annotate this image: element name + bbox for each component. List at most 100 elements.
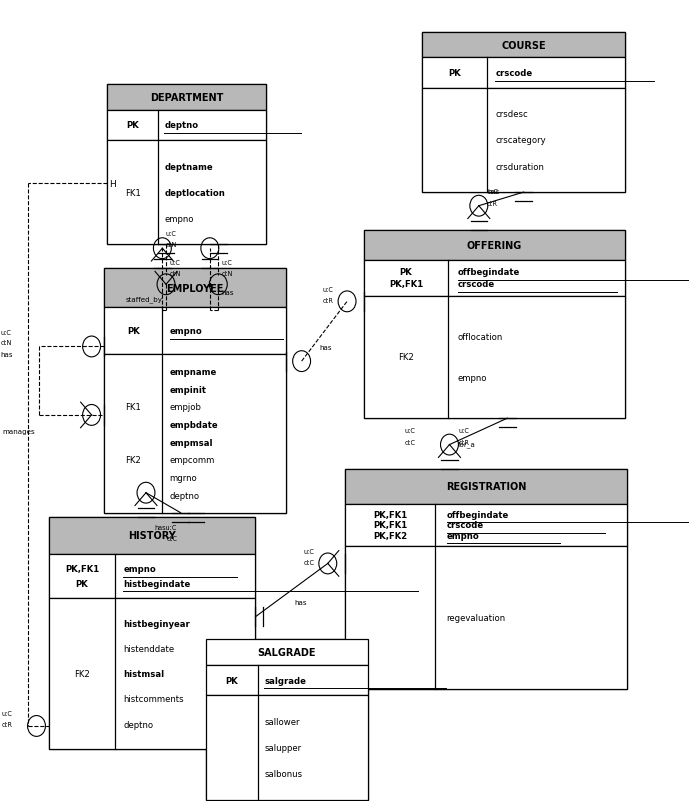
Bar — [206, 695, 368, 800]
Text: crscode: crscode — [458, 280, 495, 289]
Text: FK2: FK2 — [74, 670, 90, 678]
Text: u:C: u:C — [1, 330, 12, 335]
Text: staffed_by: staffed_by — [126, 296, 163, 302]
Bar — [345, 504, 627, 546]
Text: PK,FK1: PK,FK1 — [373, 520, 407, 529]
Bar — [104, 308, 286, 354]
Text: has: has — [221, 290, 234, 296]
Text: PK: PK — [127, 326, 139, 336]
Text: deptlocation: deptlocation — [164, 188, 226, 197]
Bar — [104, 354, 286, 513]
Text: u:C: u:C — [221, 260, 233, 265]
Text: u:C: u:C — [458, 427, 469, 434]
Text: deptno: deptno — [170, 491, 200, 500]
Text: d:R: d:R — [487, 200, 498, 206]
Bar — [422, 33, 625, 59]
Text: d:N: d:N — [165, 242, 177, 248]
Text: OFFERING: OFFERING — [467, 241, 522, 250]
Text: FK2: FK2 — [126, 456, 141, 464]
Bar — [422, 89, 625, 192]
Text: PK,FK1: PK,FK1 — [373, 510, 407, 519]
Bar — [422, 33, 625, 192]
Text: d:N: d:N — [1, 340, 12, 346]
Text: d:N: d:N — [221, 271, 233, 277]
Text: deptno: deptno — [164, 121, 199, 130]
Text: histenddate: histenddate — [124, 644, 175, 653]
Text: offbegindate: offbegindate — [446, 510, 509, 519]
Text: SALGRADE: SALGRADE — [257, 647, 316, 658]
Text: u:C: u:C — [165, 231, 176, 237]
Text: crsduration: crsduration — [495, 162, 544, 172]
Text: empno: empno — [164, 214, 194, 223]
Text: empbdate: empbdate — [170, 420, 218, 429]
Bar — [206, 665, 368, 695]
Text: EMPLOYEE: EMPLOYEE — [166, 283, 224, 294]
Text: PK,FK2: PK,FK2 — [373, 531, 407, 541]
Text: deptno: deptno — [124, 719, 153, 728]
Text: d:R: d:R — [323, 298, 334, 303]
Bar — [345, 546, 627, 689]
Text: histbeginyear: histbeginyear — [124, 619, 190, 628]
Text: offbegindate: offbegindate — [458, 268, 520, 277]
Text: sallower: sallower — [264, 717, 299, 726]
Text: salbonus: salbonus — [264, 769, 302, 778]
Bar — [49, 517, 255, 749]
Text: d:R: d:R — [458, 439, 469, 446]
Text: FK1: FK1 — [126, 403, 141, 411]
Text: crsdesc: crsdesc — [495, 111, 528, 119]
Text: REGISTRATION: REGISTRATION — [446, 482, 526, 492]
Text: empmsal: empmsal — [170, 438, 213, 447]
Bar — [104, 269, 286, 513]
Bar — [364, 296, 624, 419]
Bar — [345, 469, 627, 504]
Text: PK: PK — [126, 121, 139, 130]
Text: u:C: u:C — [304, 548, 315, 554]
Text: crscode: crscode — [446, 520, 484, 529]
Bar — [49, 598, 255, 749]
Bar — [345, 469, 627, 689]
Bar — [364, 261, 624, 296]
Text: d:C: d:C — [166, 536, 177, 541]
Text: empno: empno — [124, 565, 156, 573]
Text: u:C: u:C — [487, 189, 498, 195]
Text: FK2: FK2 — [398, 353, 414, 362]
Text: mgrno: mgrno — [170, 473, 197, 482]
Bar — [364, 230, 624, 261]
Text: d:R: d:R — [1, 722, 12, 727]
Text: empjob: empjob — [170, 403, 201, 411]
Text: hasu:C: hasu:C — [155, 525, 177, 530]
Text: PK: PK — [76, 579, 88, 588]
Text: histbegindate: histbegindate — [124, 579, 190, 588]
Text: offlocation: offlocation — [458, 333, 503, 342]
Text: histcomments: histcomments — [124, 695, 184, 703]
Text: u:C: u:C — [405, 427, 415, 434]
Text: empno: empno — [458, 374, 488, 383]
Text: empcomm: empcomm — [170, 456, 215, 464]
Bar — [108, 85, 266, 111]
Text: FK1: FK1 — [125, 188, 141, 197]
Text: has: has — [319, 344, 332, 350]
Text: DEPARTMENT: DEPARTMENT — [150, 92, 224, 103]
Bar — [364, 230, 624, 419]
Bar — [206, 639, 368, 800]
Text: u:C: u:C — [170, 260, 180, 265]
Text: regevaluation: regevaluation — [446, 614, 506, 622]
Bar — [108, 111, 266, 141]
Bar — [49, 517, 255, 554]
Text: for_a: for_a — [457, 440, 475, 448]
Bar — [206, 639, 368, 665]
Text: PK: PK — [448, 69, 461, 78]
Text: deptname: deptname — [164, 162, 213, 172]
Text: empinit: empinit — [170, 385, 207, 394]
Text: PK: PK — [400, 268, 413, 277]
Text: salupper: salupper — [264, 743, 302, 752]
Bar — [108, 141, 266, 245]
Text: crscategory: crscategory — [495, 136, 546, 145]
Text: d:C: d:C — [304, 559, 315, 565]
Text: empno: empno — [446, 531, 480, 541]
Text: d:N: d:N — [170, 271, 181, 277]
Text: COURSE: COURSE — [502, 41, 546, 51]
Bar — [422, 59, 625, 89]
Text: histmsal: histmsal — [124, 670, 164, 678]
Bar — [108, 85, 266, 245]
